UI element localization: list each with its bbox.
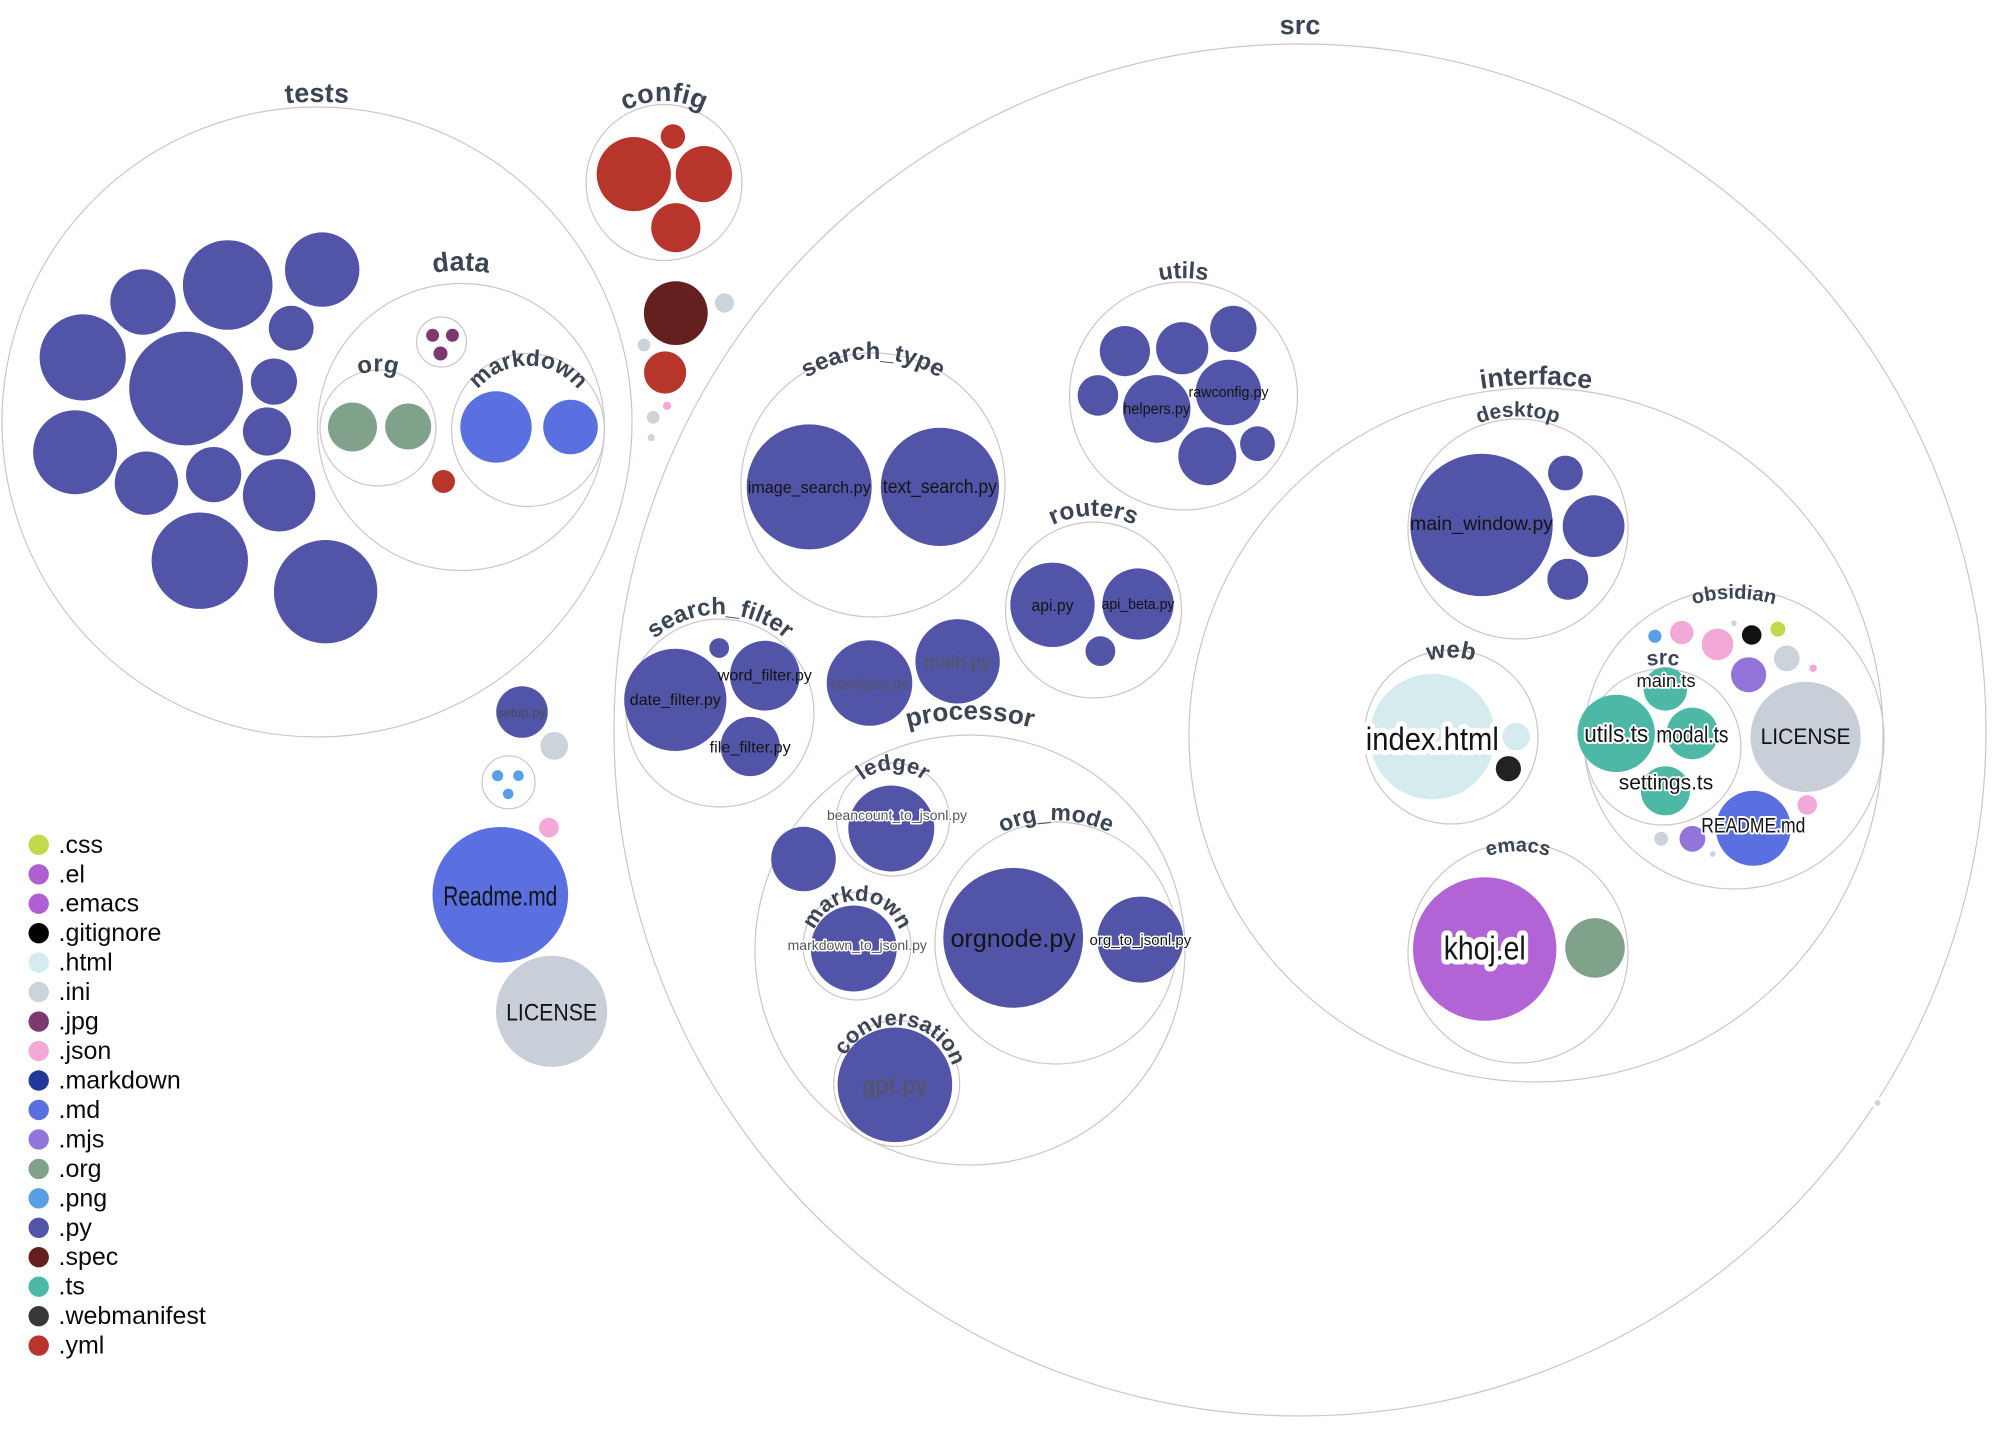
svg-text:markdown: markdown	[463, 344, 593, 393]
svg-text:ledger: ledger	[851, 750, 935, 785]
svg-text:.gitignore: .gitignore	[59, 919, 162, 947]
svg-text:.ts: .ts	[59, 1273, 85, 1301]
svg-text:setup.py: setup.py	[498, 705, 546, 720]
svg-text:.png: .png	[59, 1184, 108, 1212]
svg-text:data: data	[430, 246, 492, 278]
svg-text:text_search.py: text_search.py	[883, 477, 997, 498]
svg-text:orgnode.py: orgnode.py	[951, 925, 1077, 953]
svg-text:utils: utils	[1156, 257, 1210, 285]
svg-text:api.py: api.py	[1032, 596, 1074, 615]
svg-text:.el: .el	[59, 860, 85, 888]
svg-text:emacs: emacs	[1483, 834, 1553, 861]
svg-text:search_type: search_type	[796, 338, 950, 383]
svg-text:.md: .md	[59, 1096, 101, 1124]
svg-text:.markdown: .markdown	[59, 1067, 181, 1095]
svg-text:main_window.py: main_window.py	[1410, 513, 1553, 535]
svg-text:.spec: .spec	[59, 1243, 119, 1271]
svg-text:rawconfig.py: rawconfig.py	[1189, 384, 1269, 401]
svg-text:desktop: desktop	[1473, 398, 1563, 428]
svg-text:src: src	[1645, 647, 1681, 671]
svg-text:gpt.py: gpt.py	[862, 1073, 927, 1100]
svg-text:settings.ts: settings.ts	[1619, 772, 1714, 795]
svg-text:org: org	[355, 351, 402, 381]
svg-text:search_filter: search_filter	[642, 593, 799, 643]
svg-text:config: config	[616, 77, 713, 116]
svg-text:utils.ts: utils.ts	[1584, 721, 1648, 748]
svg-text:index.html: index.html	[1366, 721, 1499, 757]
svg-text:configure.py: configure.py	[831, 677, 909, 693]
svg-text:README.md: README.md	[1701, 815, 1805, 838]
svg-text:.ini: .ini	[59, 978, 91, 1006]
svg-text:.yml: .yml	[59, 1332, 105, 1360]
svg-text:api_beta.py: api_beta.py	[1102, 596, 1175, 613]
svg-text:helpers.py: helpers.py	[1123, 401, 1190, 418]
svg-text:Readme.md: Readme.md	[443, 881, 557, 912]
svg-text:.css: .css	[59, 831, 103, 859]
svg-text:.org: .org	[59, 1155, 102, 1183]
svg-text:.html: .html	[59, 949, 113, 977]
svg-text:tests: tests	[283, 78, 350, 109]
svg-text:markdown_to_jsonl.py: markdown_to_jsonl.py	[788, 937, 927, 953]
svg-text:interface: interface	[1478, 361, 1595, 395]
svg-text:.webmanifest: .webmanifest	[59, 1302, 206, 1330]
svg-text:obsidian: obsidian	[1689, 581, 1778, 609]
svg-text:.emacs: .emacs	[59, 890, 140, 918]
svg-text:date_filter.py: date_filter.py	[630, 692, 721, 709]
svg-text:main.ts: main.ts	[1637, 671, 1696, 691]
svg-text:modal.ts: modal.ts	[1656, 722, 1728, 748]
svg-text:beancount_to_jsonl.py: beancount_to_jsonl.py	[827, 807, 967, 823]
svg-text:LICENSE: LICENSE	[506, 1000, 597, 1027]
svg-text:LICENSE: LICENSE	[1761, 724, 1851, 749]
svg-text:org_to_jsonl.py: org_to_jsonl.py	[1090, 932, 1192, 949]
svg-text:routers: routers	[1044, 495, 1142, 531]
svg-text:.py: .py	[59, 1214, 93, 1242]
svg-text:org_mode: org_mode	[994, 799, 1118, 837]
svg-text:word_filter.py: word_filter.py	[717, 668, 812, 685]
svg-text:image_search.py: image_search.py	[748, 478, 871, 497]
svg-text:.json: .json	[59, 1037, 112, 1065]
svg-text:web: web	[1423, 636, 1478, 666]
svg-text:khoj.el: khoj.el	[1444, 930, 1526, 967]
svg-text:.mjs: .mjs	[59, 1125, 105, 1153]
svg-text:.jpg: .jpg	[59, 1008, 99, 1036]
svg-text:file_filter.py: file_filter.py	[710, 740, 791, 757]
svg-text:src: src	[1279, 10, 1320, 40]
svg-text:main.py: main.py	[924, 653, 992, 674]
svg-text:processor: processor	[902, 695, 1038, 733]
